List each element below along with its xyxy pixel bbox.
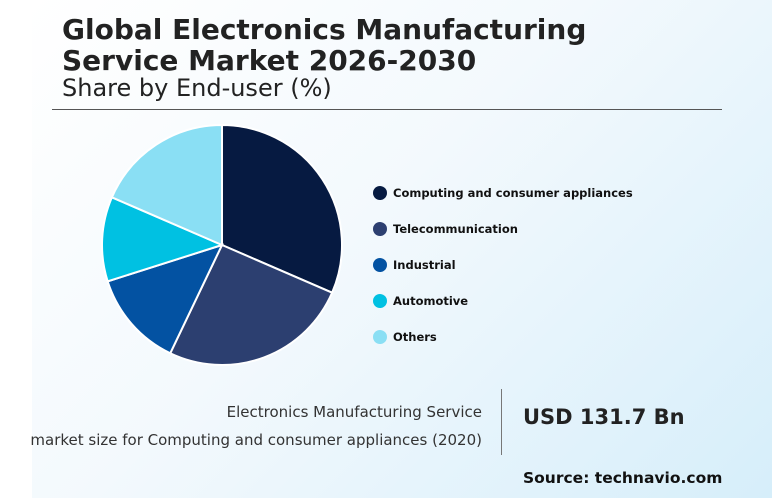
market-size-description-line2: market size for Computing and consumer a… bbox=[30, 431, 482, 449]
legend-label: Automotive bbox=[393, 294, 469, 308]
chart-subtitle: Share by End-user (%) bbox=[62, 74, 332, 102]
legend-swatch bbox=[373, 258, 387, 272]
legend-swatch bbox=[373, 294, 387, 308]
pie-slice-industrial bbox=[106, 243, 224, 355]
source-credit: Source: technavio.com bbox=[523, 469, 723, 487]
legend-item: Industrial bbox=[373, 247, 633, 283]
market-size-description-line1: Electronics Manufacturing Service bbox=[226, 403, 482, 421]
market-size-description: Electronics Manufacturing Service market… bbox=[30, 398, 482, 454]
pie-slice-automotive bbox=[101, 196, 225, 283]
legend-swatch bbox=[373, 330, 387, 344]
chart-legend: Computing and consumer appliances Telecom… bbox=[373, 175, 633, 355]
legend-label: Others bbox=[393, 330, 437, 344]
legend-swatch bbox=[373, 186, 387, 200]
legend-item: Computing and consumer appliances bbox=[373, 175, 633, 211]
pie-slice-computing-and-consumer-appliances bbox=[221, 123, 343, 294]
pie-slice-others bbox=[110, 123, 223, 247]
legend-label: Telecommunication bbox=[393, 222, 518, 236]
title-divider bbox=[52, 109, 722, 110]
legend-item: Telecommunication bbox=[373, 211, 633, 247]
legend-item: Automotive bbox=[373, 283, 633, 319]
footer-divider bbox=[501, 389, 502, 455]
pie-slice-telecommunication bbox=[168, 243, 334, 366]
legend-label: Computing and consumer appliances bbox=[393, 186, 633, 200]
market-size-value: USD 131.7 Bn bbox=[523, 405, 685, 429]
legend-item: Others bbox=[373, 319, 633, 355]
chart-title: Global Electronics Manufacturing Service… bbox=[62, 13, 587, 77]
legend-swatch bbox=[373, 222, 387, 236]
legend-label: Industrial bbox=[393, 258, 456, 272]
